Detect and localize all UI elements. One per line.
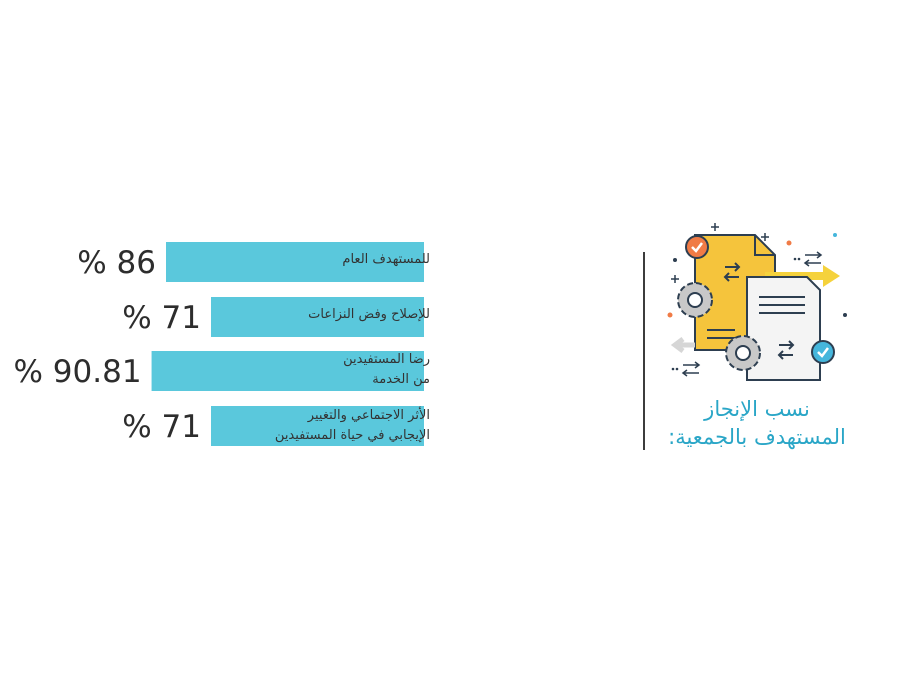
gear-icon (725, 335, 761, 371)
value-label: % 71 (122, 409, 201, 445)
value-label: % 86 (77, 245, 156, 281)
document-gears-icon (667, 223, 847, 381)
divider-line (643, 252, 645, 450)
category-label: رضا المستفيدين من الخدمة (343, 352, 430, 387)
exchange-arrows-icon (723, 262, 741, 282)
section-title-line1: نسب الإنجاز (704, 397, 810, 421)
section-title-line2: المستهدف بالجمعية: (668, 425, 846, 449)
category-label: الأثر الاجتماعي والتغيير الإيجابي في حيا… (274, 408, 430, 443)
category-label: للإصلاح وفض النزاعات (308, 307, 430, 322)
gear-icon (677, 282, 713, 318)
check-badge-icon (685, 235, 709, 259)
section-title: نسب الإنجاز المستهدف بالجمعية: (652, 395, 862, 451)
bar (211, 297, 424, 337)
check-badge-icon (811, 340, 835, 364)
category-label: للمستهدف العام (342, 252, 430, 267)
bar (166, 242, 424, 282)
value-label: % 71 (122, 300, 201, 336)
bar (151, 351, 424, 391)
bar (211, 406, 424, 446)
value-label: % 90.81 (14, 354, 142, 390)
